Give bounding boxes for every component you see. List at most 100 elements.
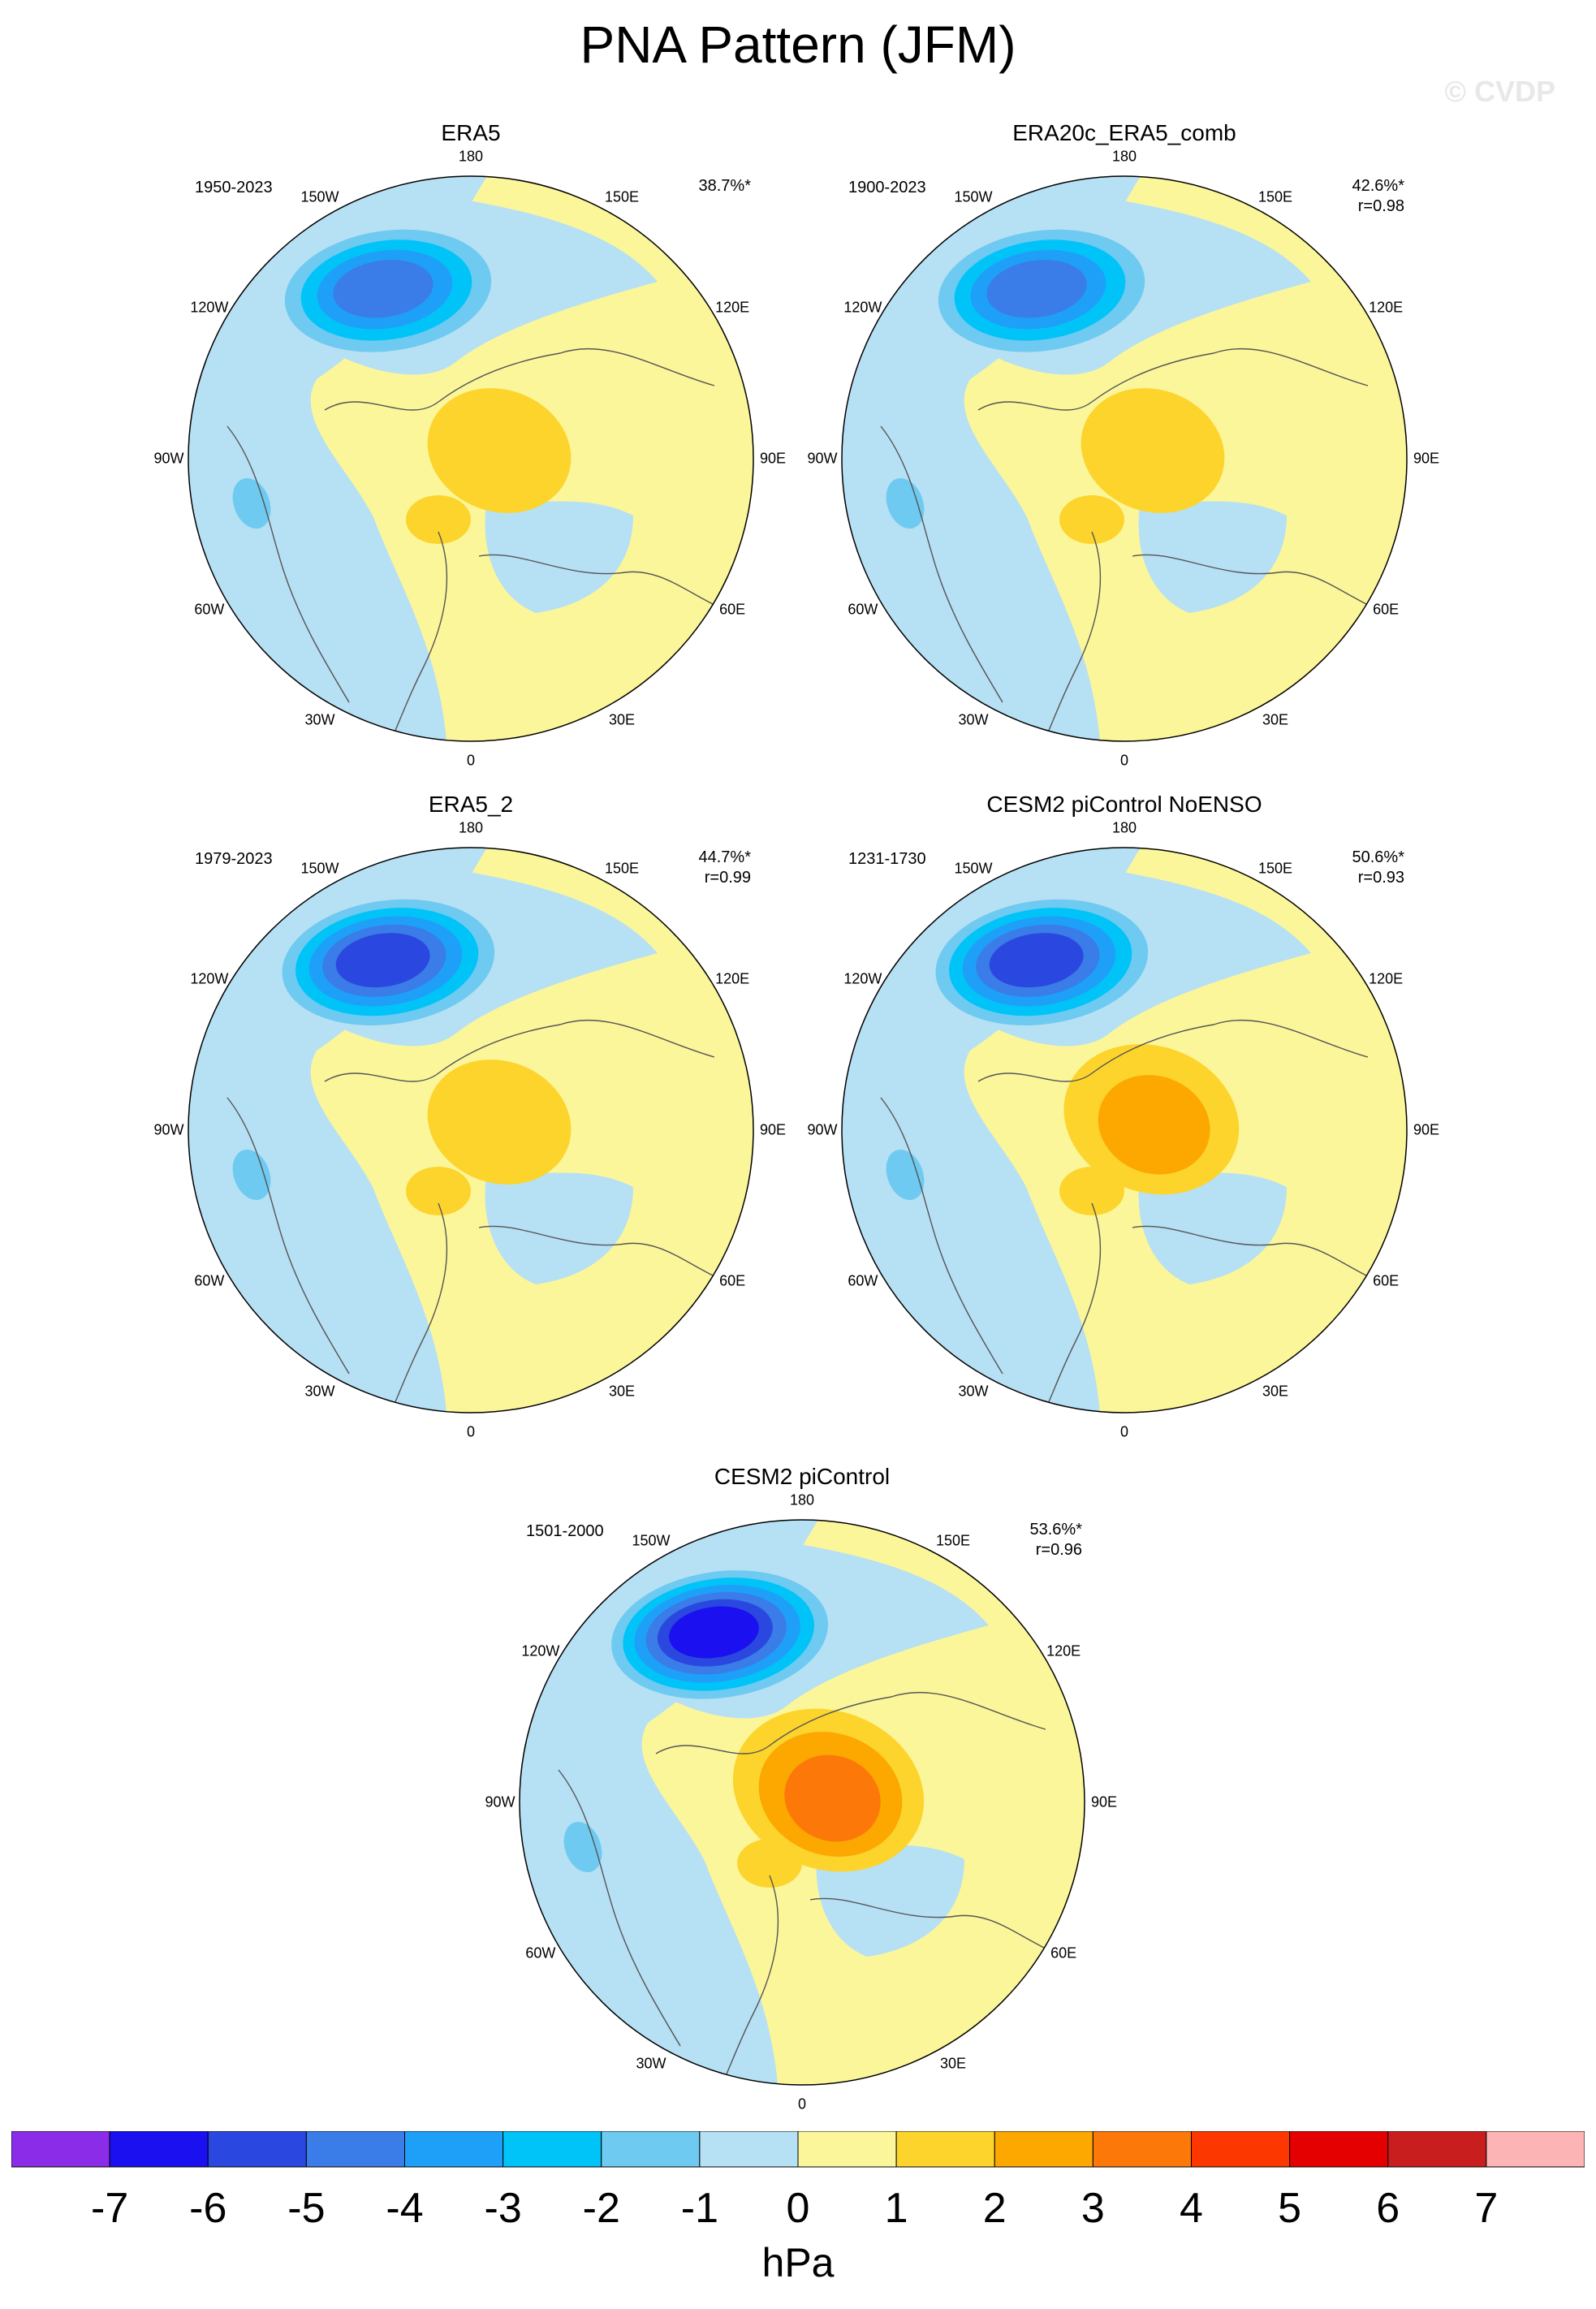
coastline xyxy=(324,1019,715,1082)
longitude-label: 90W xyxy=(153,450,184,467)
coastline xyxy=(226,1097,350,1375)
coastline xyxy=(720,1875,779,2085)
longitude-label: 90E xyxy=(759,1121,787,1138)
longitude-label: 90E xyxy=(1413,450,1440,467)
longitude-label: 0 xyxy=(797,2095,807,2113)
coastline xyxy=(1042,531,1102,741)
colorbar-tick-label: -7 xyxy=(91,2185,129,2232)
longitude-label: 180 xyxy=(1111,819,1137,836)
polar-map xyxy=(188,847,754,1413)
coastline xyxy=(389,531,448,741)
map-boundary xyxy=(188,175,754,742)
panel-correlation: r=0.98 xyxy=(1357,197,1404,215)
longitude-label: 30W xyxy=(636,2055,666,2072)
coastline xyxy=(880,1097,1003,1375)
colorbar-tick-label: 2 xyxy=(982,2185,1007,2232)
contour-level-minus1 xyxy=(1138,499,1287,613)
colorbar-tick-label: 3 xyxy=(1081,2185,1105,2232)
map-boundary xyxy=(841,847,1408,1413)
longitude-label: 90E xyxy=(1413,1121,1440,1138)
longitude-label: 60W xyxy=(194,1272,225,1289)
coastline xyxy=(324,347,715,411)
contour-level-minus1 xyxy=(842,848,1141,1413)
longitude-label: 30E xyxy=(939,2055,967,2072)
colorbar-tick-label: -5 xyxy=(287,2185,326,2232)
longitude-label: 120E xyxy=(715,970,750,987)
longitude-label: 90W xyxy=(807,1121,838,1138)
longitude-label: 30E xyxy=(1262,711,1289,728)
longitude-label: 90W xyxy=(153,1121,184,1138)
polar-map xyxy=(188,175,754,742)
longitude-label: 180 xyxy=(458,148,484,165)
contour-level-minus1 xyxy=(842,176,1141,741)
panel-variance-pct: 50.6%* xyxy=(1352,848,1405,866)
longitude-label: 90W xyxy=(485,1793,515,1811)
longitude-label: 120E xyxy=(1369,970,1404,987)
contour-level-plus1 xyxy=(1081,388,1225,513)
coastline xyxy=(1132,1225,1369,1277)
longitude-label: 90E xyxy=(1090,1793,1118,1811)
colorbar-swatch xyxy=(1387,2131,1487,2168)
colorbar-tick-label: 4 xyxy=(1180,2185,1203,2232)
colorbar-swatch xyxy=(1289,2131,1389,2168)
longitude-label: 150E xyxy=(1257,860,1293,877)
longitude-label: 120W xyxy=(843,299,882,316)
colorbar-swatch xyxy=(503,2131,602,2168)
contour-level-minus6 xyxy=(989,933,1084,988)
contour-level-minus2 xyxy=(232,1150,271,1200)
colorbar-swatch xyxy=(601,2131,701,2168)
contour-level-plus2 xyxy=(1098,1075,1210,1175)
contour-level-minus2 xyxy=(232,478,271,529)
longitude-label: 180 xyxy=(458,819,484,836)
longitude-label: 150E xyxy=(604,860,640,877)
colorbar-tick-label: 7 xyxy=(1474,2185,1499,2232)
longitude-label: 120W xyxy=(190,970,229,987)
coastline xyxy=(977,1019,1369,1082)
contour-level-plus1 xyxy=(406,1167,471,1215)
contour-level-plus1 xyxy=(1059,1167,1124,1215)
panel-title: ERA5_2 xyxy=(428,792,514,817)
map-boundary xyxy=(188,847,754,1413)
contour-level-minus1 xyxy=(485,1171,633,1284)
figure-title: PNA Pattern (JFM) xyxy=(580,15,1016,74)
colorbar-swatch xyxy=(994,2131,1093,2168)
longitude-label: 180 xyxy=(789,1491,815,1508)
colorbar-tick-label: -1 xyxy=(680,2185,718,2232)
coastline xyxy=(226,425,350,703)
longitude-label: 30W xyxy=(304,1383,335,1400)
longitude-label: 60E xyxy=(719,1272,746,1289)
contour-level-minus7 xyxy=(669,1606,759,1659)
longitude-label: 0 xyxy=(1119,752,1129,769)
polar-map xyxy=(841,175,1408,742)
longitude-label: 120E xyxy=(1369,299,1404,316)
colorbar-tick-label: -4 xyxy=(386,2185,424,2232)
contour-level-plus1 xyxy=(1059,495,1124,544)
contour-level-minus2 xyxy=(886,478,925,529)
contour-level-plus1 xyxy=(427,388,572,513)
coastline xyxy=(1042,1202,1102,1413)
panel-period: 1950-2023 xyxy=(195,179,273,196)
longitude-label: 150W xyxy=(954,188,993,205)
coastline xyxy=(1132,554,1369,606)
coastline xyxy=(558,1769,681,2047)
polar-map xyxy=(519,1519,1085,2086)
panel-correlation: r=0.96 xyxy=(1035,1541,1082,1559)
longitude-label: 30E xyxy=(608,711,636,728)
longitude-label: 120E xyxy=(1046,1642,1081,1659)
contour-level-minus5 xyxy=(986,260,1087,318)
colorbar-swatch xyxy=(11,2131,110,2168)
panel-variance-pct: 38.7%* xyxy=(698,177,752,195)
longitude-label: 60W xyxy=(525,1944,556,1962)
longitude-label: 0 xyxy=(1119,1423,1129,1440)
longitude-label: 150W xyxy=(954,860,993,877)
panel-correlation: r=0.99 xyxy=(704,869,751,887)
contour-level-minus2 xyxy=(563,1822,602,1872)
colorbar-swatch xyxy=(895,2131,995,2168)
longitude-label: 120W xyxy=(843,970,882,987)
panel-variance-pct: 53.6%* xyxy=(1029,1521,1083,1539)
panel-title: CESM2 piControl NoENSO xyxy=(986,792,1262,817)
longitude-label: 60W xyxy=(848,601,878,618)
colorbar-units: hPa xyxy=(761,2240,835,2285)
longitude-label: 30W xyxy=(958,1383,989,1400)
colorbar-tick-label: 6 xyxy=(1376,2185,1400,2232)
